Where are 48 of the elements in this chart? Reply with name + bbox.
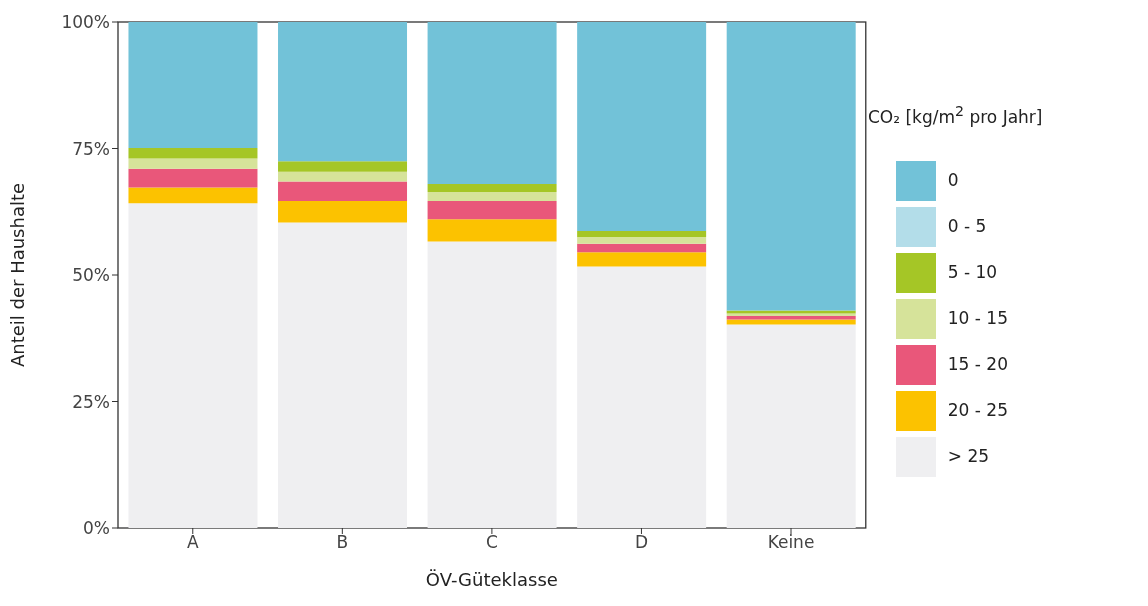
x-tick-label: A <box>186 532 199 553</box>
x-tick-label: D <box>634 532 648 553</box>
legend-label: 0 <box>947 170 959 190</box>
legend-label: 0 - 5 <box>947 216 987 236</box>
legend-label: 15 - 20 <box>947 354 1008 374</box>
bar <box>128 147 258 159</box>
legend-label: > 25 <box>947 446 990 466</box>
bar <box>577 230 707 238</box>
bar <box>128 22 258 148</box>
bar <box>577 237 707 244</box>
bar <box>577 266 707 528</box>
bar <box>726 315 856 320</box>
legend-label: 10 - 15 <box>947 308 1008 328</box>
legend-label: 5 - 10 <box>947 262 998 282</box>
bar <box>427 22 557 184</box>
x-axis-title: ÖV-Güteklasse <box>425 569 558 590</box>
legend-label: 20 - 25 <box>947 400 1008 420</box>
y-tick-label: 75% <box>72 138 110 159</box>
bar <box>128 203 258 528</box>
y-tick-label: 0% <box>83 518 110 539</box>
bar <box>726 22 856 311</box>
bar <box>278 201 408 223</box>
x-tick-label: Keine <box>767 532 815 553</box>
bar <box>577 243 707 253</box>
bar <box>278 161 408 172</box>
y-axis-title: Anteil der Haushalte <box>7 182 29 368</box>
bar <box>427 241 557 528</box>
bar <box>278 222 408 528</box>
bar <box>577 252 707 267</box>
y-tick-label: 100% <box>61 12 110 33</box>
x-tick-label: B <box>336 532 349 553</box>
bar <box>278 171 408 182</box>
bar <box>427 192 557 202</box>
y-tick-label: 50% <box>72 265 110 286</box>
bar <box>427 219 557 242</box>
bar <box>577 22 707 231</box>
bar <box>128 187 258 204</box>
bar <box>128 168 258 188</box>
bar <box>726 324 856 528</box>
y-tick-label: 25% <box>72 391 110 412</box>
bar <box>278 181 408 202</box>
bar <box>278 22 408 162</box>
bar <box>726 319 856 325</box>
bar <box>427 201 557 220</box>
x-tick-label: C <box>485 532 498 553</box>
bar <box>128 158 258 169</box>
bar <box>427 183 557 193</box>
legend-title: CO₂ [kg/m$^{2}$ pro Jahr] <box>868 103 1044 127</box>
